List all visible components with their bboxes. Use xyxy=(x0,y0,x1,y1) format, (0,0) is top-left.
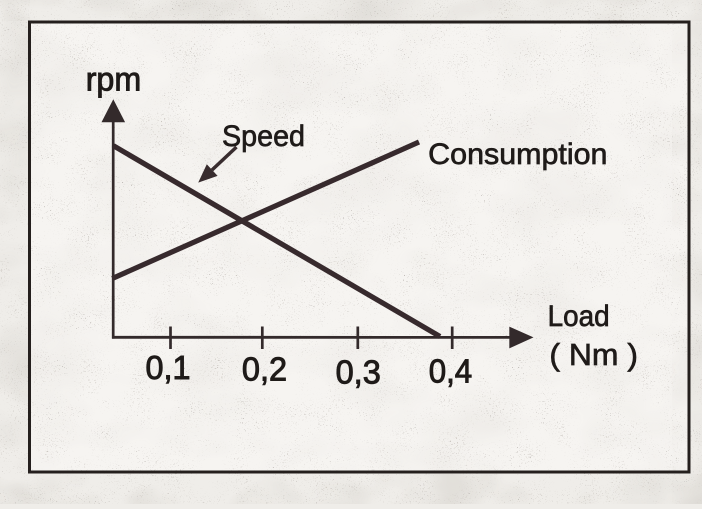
svg-text:0,2: 0,2 xyxy=(242,351,287,388)
svg-text:rpm: rpm xyxy=(86,61,142,98)
svg-text:( Nm ): ( Nm ) xyxy=(549,337,638,372)
svg-text:0,1: 0,1 xyxy=(146,349,191,386)
svg-text:Speed: Speed xyxy=(222,120,305,153)
svg-text:0,4: 0,4 xyxy=(429,352,473,389)
svg-text:0,3: 0,3 xyxy=(336,353,381,390)
svg-text:Consumption: Consumption xyxy=(428,138,607,171)
svg-text:Load: Load xyxy=(548,300,610,333)
